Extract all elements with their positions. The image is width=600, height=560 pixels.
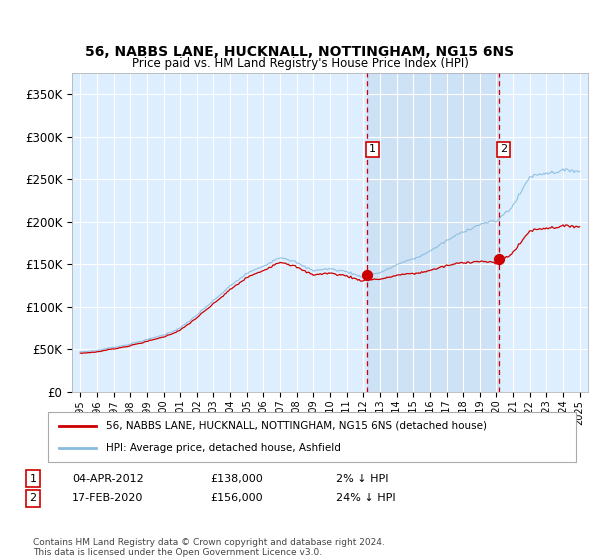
Point (494, 255, 503, 264)
Text: 2% ↓ HPI: 2% ↓ HPI (336, 474, 389, 484)
Text: 17-FEB-2020: 17-FEB-2020 (72, 493, 143, 503)
Text: HPI: Average price, detached house, Ashfield: HPI: Average price, detached house, Ashf… (106, 443, 341, 453)
Text: 04-APR-2012: 04-APR-2012 (72, 474, 144, 484)
Text: 24% ↓ HPI: 24% ↓ HPI (336, 493, 395, 503)
Text: Price paid vs. HM Land Registry's House Price Index (HPI): Price paid vs. HM Land Registry's House … (131, 57, 469, 70)
Text: 2: 2 (29, 493, 37, 503)
FancyBboxPatch shape (48, 412, 576, 462)
Text: 56, NABBS LANE, HUCKNALL, NOTTINGHAM, NG15 6NS: 56, NABBS LANE, HUCKNALL, NOTTINGHAM, NG… (85, 45, 515, 59)
Text: 1: 1 (29, 474, 37, 484)
Text: 56, NABBS LANE, HUCKNALL, NOTTINGHAM, NG15 6NS (detached house): 56, NABBS LANE, HUCKNALL, NOTTINGHAM, NG… (106, 421, 487, 431)
Text: 1: 1 (369, 144, 376, 155)
Text: Contains HM Land Registry data © Crown copyright and database right 2024.
This d: Contains HM Land Registry data © Crown c… (33, 538, 385, 557)
Point (362, 270, 372, 279)
Text: £156,000: £156,000 (210, 493, 263, 503)
Text: 2: 2 (500, 144, 507, 155)
Bar (367, 73, 499, 392)
Text: £138,000: £138,000 (210, 474, 263, 484)
